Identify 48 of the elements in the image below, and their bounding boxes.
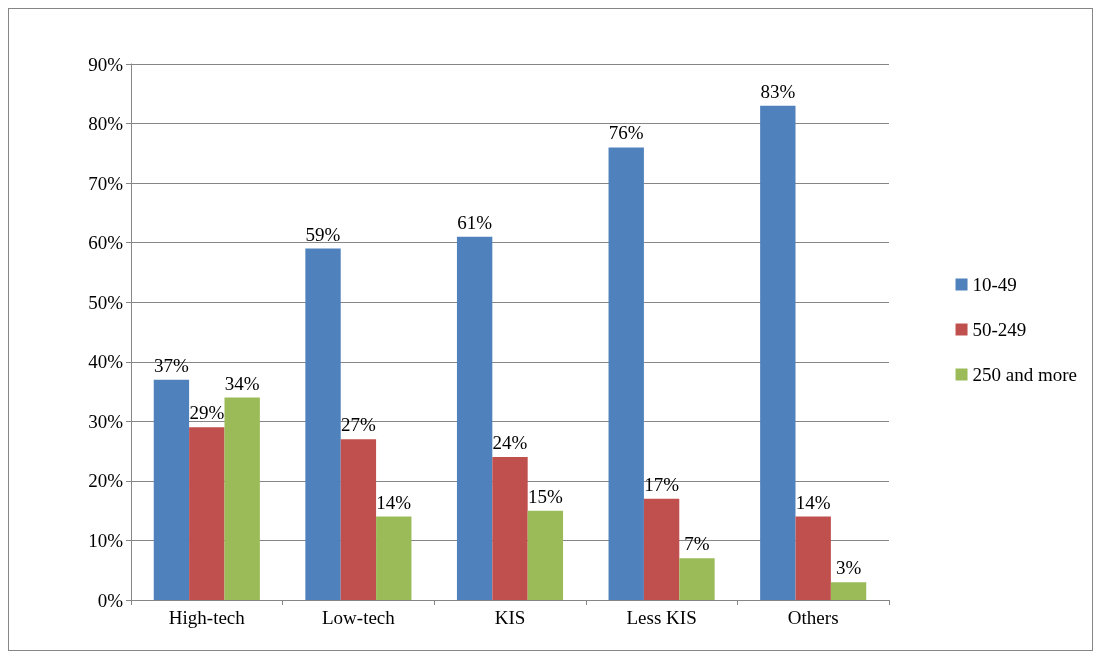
bar xyxy=(608,147,644,600)
bar xyxy=(305,248,341,600)
y-tick-label: 40% xyxy=(88,351,124,373)
y-tick-label: 10% xyxy=(88,529,124,551)
legend-label: 10-49 xyxy=(972,274,1017,295)
y-tick-label: 80% xyxy=(88,113,124,135)
bar xyxy=(830,582,867,600)
data-label: 14% xyxy=(795,491,831,513)
y-tick-label: 0% xyxy=(97,589,124,611)
y-tick-label: 20% xyxy=(88,470,124,492)
data-label: 7% xyxy=(684,533,710,555)
bar xyxy=(340,439,377,600)
bar xyxy=(224,397,260,600)
data-label: 37% xyxy=(154,354,190,376)
bar xyxy=(492,457,528,600)
y-tick-label: 60% xyxy=(88,232,124,254)
bar xyxy=(456,236,493,600)
bar xyxy=(679,558,715,600)
data-label: 59% xyxy=(305,223,341,245)
x-tick-label: KIS xyxy=(494,607,526,628)
x-tick-label: Less KIS xyxy=(626,607,697,628)
x-tick-label: High-tech xyxy=(168,607,246,628)
y-tick-label: 30% xyxy=(88,410,124,432)
bar xyxy=(376,516,412,600)
y-tick-label: 50% xyxy=(88,291,124,313)
data-label: 17% xyxy=(644,473,680,495)
bar xyxy=(153,379,190,600)
legend-label: 50-249 xyxy=(972,319,1027,340)
data-label: 15% xyxy=(527,485,563,507)
x-tick-label: Low-tech xyxy=(321,607,396,628)
data-label: 76% xyxy=(608,122,644,144)
data-label: 83% xyxy=(760,80,796,102)
data-label: 14% xyxy=(376,491,412,513)
data-label: 24% xyxy=(492,432,528,454)
data-label: 27% xyxy=(340,414,376,436)
x-tick-label: Others xyxy=(787,607,839,628)
bar xyxy=(189,427,225,600)
data-label: 3% xyxy=(835,557,862,579)
legend-label: 250 and more xyxy=(972,364,1078,385)
y-tick-label: 90% xyxy=(88,53,124,75)
data-label: 61% xyxy=(457,211,493,233)
bar xyxy=(643,498,680,600)
y-tick-label: 70% xyxy=(88,172,124,194)
data-label: 34% xyxy=(224,372,260,394)
bar xyxy=(527,510,564,600)
bar xyxy=(795,516,831,600)
bar xyxy=(760,105,796,600)
data-label: 29% xyxy=(189,402,225,424)
